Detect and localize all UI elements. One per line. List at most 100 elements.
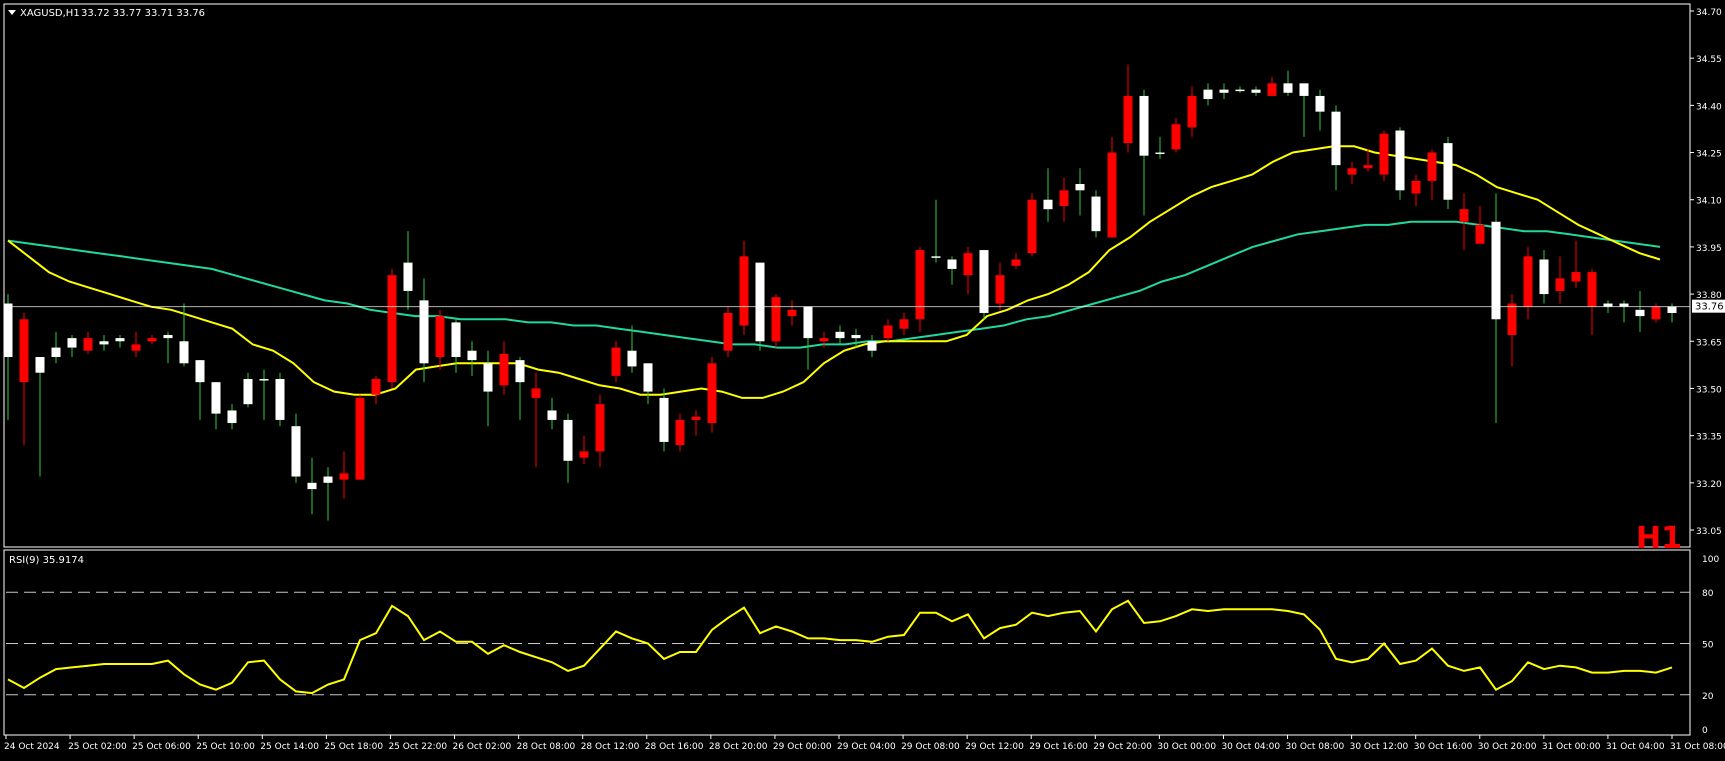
candle[interactable] <box>883 319 893 342</box>
candle[interactable] <box>547 397 557 430</box>
candle[interactable] <box>243 372 253 408</box>
candle[interactable] <box>1315 89 1325 131</box>
candle[interactable] <box>819 331 829 348</box>
candle[interactable] <box>35 357 45 477</box>
candle[interactable] <box>691 410 701 436</box>
candle[interactable] <box>99 334 109 351</box>
candle[interactable] <box>1331 105 1341 191</box>
candle[interactable] <box>1059 177 1069 222</box>
candle[interactable] <box>1459 193 1469 251</box>
candle[interactable] <box>595 394 605 468</box>
candle[interactable] <box>227 404 237 430</box>
candle[interactable] <box>1523 246 1533 320</box>
candle[interactable] <box>1411 174 1421 207</box>
candle[interactable] <box>1123 64 1133 153</box>
candle[interactable] <box>707 357 717 433</box>
candle[interactable] <box>627 325 637 373</box>
candle[interactable] <box>1299 83 1309 137</box>
candle[interactable] <box>851 328 861 348</box>
candle[interactable] <box>835 325 845 345</box>
candle[interactable] <box>787 300 797 326</box>
candle[interactable] <box>1555 256 1565 304</box>
candle[interactable] <box>147 334 157 345</box>
candle[interactable] <box>1491 193 1501 424</box>
candle[interactable] <box>467 341 477 376</box>
candle[interactable] <box>499 341 509 395</box>
candle[interactable] <box>115 334 125 348</box>
candle[interactable] <box>579 435 589 464</box>
candle[interactable] <box>435 309 445 370</box>
candle[interactable] <box>83 331 93 354</box>
candle[interactable] <box>1091 190 1101 238</box>
candle[interactable] <box>339 451 349 499</box>
candle[interactable] <box>1171 117 1181 153</box>
candle[interactable] <box>179 303 189 367</box>
candle[interactable] <box>1011 253 1021 269</box>
candle[interactable] <box>275 372 285 427</box>
candle[interactable] <box>1475 206 1485 244</box>
candle[interactable] <box>1619 300 1629 323</box>
candle[interactable] <box>563 413 573 483</box>
candle[interactable] <box>1443 136 1453 210</box>
candle[interactable] <box>1571 240 1581 288</box>
candle[interactable] <box>803 306 813 370</box>
candle[interactable] <box>403 231 413 310</box>
candle[interactable] <box>1027 193 1037 257</box>
candle[interactable] <box>1267 77 1277 96</box>
candle[interactable] <box>1043 168 1053 222</box>
candle[interactable] <box>1539 250 1549 304</box>
candle[interactable] <box>1587 268 1597 335</box>
candle[interactable] <box>67 334 77 357</box>
candle[interactable] <box>355 394 365 480</box>
candle[interactable] <box>1363 149 1373 172</box>
candle[interactable] <box>291 413 301 483</box>
candle[interactable] <box>1203 83 1213 106</box>
candle[interactable] <box>1635 290 1645 332</box>
candle[interactable] <box>675 413 685 452</box>
candle[interactable] <box>979 250 989 320</box>
candle[interactable] <box>387 268 397 389</box>
candle[interactable] <box>1395 127 1405 200</box>
candle[interactable] <box>1507 294 1517 367</box>
candle[interactable] <box>1187 86 1197 137</box>
candle[interactable] <box>1107 136 1117 238</box>
candle[interactable] <box>3 294 13 420</box>
candle[interactable] <box>259 369 269 420</box>
candle[interactable] <box>483 350 493 427</box>
candle[interactable] <box>1139 89 1149 216</box>
candles[interactable] <box>3 64 1677 521</box>
candle[interactable] <box>163 331 173 364</box>
candle[interactable] <box>419 278 429 383</box>
candle[interactable] <box>531 372 541 468</box>
candle[interactable] <box>643 363 653 405</box>
symbol-header[interactable]: XAGUSD,H1 33.72 33.77 33.71 33.76 <box>8 8 205 19</box>
candle[interactable] <box>899 312 909 335</box>
candle[interactable] <box>1235 86 1245 93</box>
candle[interactable] <box>1427 149 1437 200</box>
candle[interactable] <box>371 375 381 405</box>
candle[interactable] <box>915 246 925 332</box>
candle[interactable] <box>1347 161 1357 184</box>
candle[interactable] <box>307 457 317 515</box>
candle[interactable] <box>995 262 1005 310</box>
candle[interactable] <box>195 360 205 420</box>
candle[interactable] <box>739 240 749 335</box>
candle[interactable] <box>771 294 781 348</box>
triangle-down-icon[interactable] <box>8 10 16 15</box>
candle[interactable] <box>19 312 29 446</box>
candle[interactable] <box>867 334 877 357</box>
candle[interactable] <box>451 319 461 373</box>
candle[interactable] <box>323 467 333 521</box>
candle[interactable] <box>931 199 941 263</box>
candle[interactable] <box>211 382 221 430</box>
candle[interactable] <box>1283 70 1293 96</box>
candle[interactable] <box>963 246 973 295</box>
candle[interactable] <box>947 256 957 285</box>
candle[interactable] <box>1075 168 1085 216</box>
candle[interactable] <box>1155 136 1165 159</box>
candle[interactable] <box>1219 83 1229 100</box>
candle[interactable] <box>723 306 733 357</box>
candle[interactable] <box>515 357 525 420</box>
